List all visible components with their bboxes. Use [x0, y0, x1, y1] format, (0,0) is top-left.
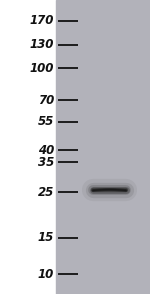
Text: 130: 130 [30, 39, 54, 51]
Text: 15: 15 [38, 231, 54, 244]
Text: 35: 35 [38, 156, 54, 169]
Text: 100: 100 [30, 62, 54, 75]
Bar [56, 0, 150, 294]
Text: 70: 70 [38, 94, 54, 107]
Text: 40: 40 [38, 144, 54, 157]
Text: 170: 170 [30, 14, 54, 27]
Bar [0, 0, 56, 294]
Text: 55: 55 [38, 115, 54, 128]
Text: 25: 25 [38, 186, 54, 199]
Text: 10: 10 [38, 268, 54, 280]
